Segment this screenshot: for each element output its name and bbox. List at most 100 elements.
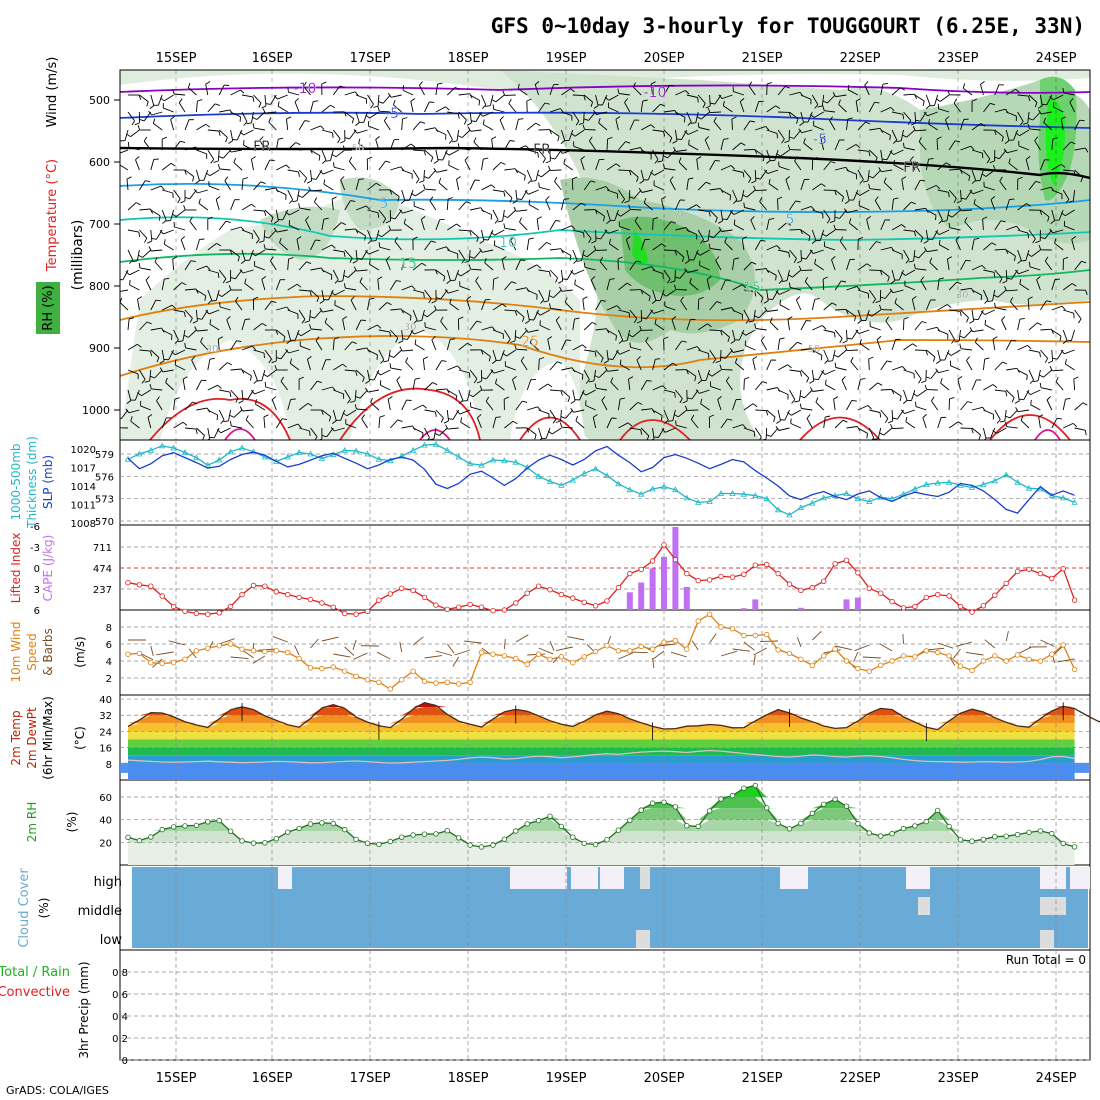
temp-tick: 32 [99, 711, 112, 722]
wind-barb-flag [305, 216, 310, 221]
lifted-index-line-point [969, 609, 975, 615]
wind-barb [473, 249, 482, 259]
wind-barb-flag [980, 123, 986, 127]
wind-barb [302, 189, 311, 198]
wind-barb [517, 88, 528, 96]
rh-line-point [136, 837, 143, 844]
wind-barb-flag [386, 302, 392, 306]
rh-line-point [638, 807, 644, 813]
wind-barb [772, 289, 779, 300]
thickness-line-point [250, 448, 257, 455]
thickness-line-point [1014, 478, 1021, 485]
rh-tick: 60 [99, 793, 112, 804]
rh-line-point [513, 828, 519, 834]
wind-barb-flag [225, 280, 231, 284]
wind-speed-line-point [969, 667, 975, 674]
wind-barb-flag [1036, 276, 1041, 281]
wind-barb-flag [804, 276, 808, 282]
wind-barb-flag [948, 192, 950, 198]
wind-barb-flag [635, 260, 642, 263]
wind-barb [1072, 189, 1076, 201]
wind-barb-flag [628, 312, 631, 318]
wind-barb [823, 349, 829, 361]
wind-barb-flag [901, 134, 907, 138]
wind-barb [598, 122, 608, 131]
wind-speed-line-point [467, 679, 473, 685]
wind-barb [458, 342, 468, 351]
wind-barb-flag [285, 211, 290, 216]
wind-barb-flag [727, 418, 733, 421]
wind-barb-flag [776, 153, 781, 157]
wind-barb [831, 259, 836, 271]
thickness-line-point [181, 449, 189, 455]
wind-barb-flag [476, 237, 479, 243]
lifted-index-line-point [467, 601, 473, 608]
wind-barb-flag [830, 161, 836, 164]
wind-barb [377, 279, 380, 291]
wind-barb-flag [935, 230, 940, 235]
wind-barb-flag [313, 197, 318, 203]
wind-barb [650, 84, 654, 96]
wind-barb-flag [864, 81, 869, 86]
wind-barb [230, 111, 241, 118]
wind-barb-flag [603, 360, 609, 364]
wind-barb [583, 322, 593, 331]
wind-barb-flag [499, 116, 504, 121]
wind-barb [1008, 162, 1018, 171]
wind-barb-flag [768, 178, 771, 184]
wind-barb [990, 199, 996, 211]
wind-speed-line-point [296, 655, 302, 662]
wind-barb-flag [764, 169, 769, 174]
wind-barb [745, 345, 756, 351]
wind-barb [573, 269, 585, 275]
wind-barb-flag [707, 372, 713, 377]
wind-barb-flag [957, 376, 963, 380]
wind-barb [939, 229, 950, 236]
wind-barb-flag [994, 156, 1000, 160]
wind-barb-flag [875, 300, 881, 304]
thickness-line-point [945, 478, 953, 485]
wind-barb [824, 369, 836, 375]
wind-barb [224, 180, 231, 191]
wind-barb-flag [369, 259, 371, 265]
thickness-line-point [341, 446, 348, 453]
wind-barb [676, 424, 687, 429]
wind-barb [801, 408, 813, 411]
wind-barb [1017, 229, 1029, 234]
wind-barb-flag [204, 295, 207, 301]
wind-barb [196, 407, 208, 411]
wind-barb [305, 219, 311, 231]
wind-barb-flag [947, 256, 952, 260]
wind-barb-flag [501, 303, 507, 308]
wind-barb-flag [705, 105, 711, 109]
wind-speed-line-point [741, 632, 747, 639]
wind-barb [983, 269, 995, 273]
rh-line-point [387, 838, 393, 845]
bottom-date-tick: 15SEP [156, 1071, 197, 1086]
wind-barb [120, 302, 129, 311]
wind-barb [960, 287, 972, 291]
wind-barb-flag [332, 420, 337, 424]
pressure-tick-label: 1000 [82, 404, 110, 417]
wind-barb-flag [974, 237, 980, 240]
wind-barb-flag [448, 418, 454, 420]
wind-barb [629, 147, 641, 151]
wind-barb [869, 409, 881, 413]
lifted-index-line-point [387, 591, 393, 597]
wind-barb-flag [844, 345, 848, 351]
lifted-index-line-point [524, 590, 530, 596]
wind-barb-flag [365, 380, 370, 384]
wind-barb [876, 339, 882, 351]
wind-barb-flag [423, 176, 429, 179]
wind-barb-flag [632, 82, 636, 88]
wind-barb-flag [731, 116, 737, 120]
wind-barb-flag [225, 137, 228, 143]
wind-barb-flag [593, 105, 599, 109]
wind-barb [383, 120, 391, 131]
wind-barb-flag [189, 216, 193, 222]
wind-barb-flag [562, 278, 568, 280]
wind-barb [218, 269, 227, 280]
wind-barb-flag [1034, 102, 1038, 108]
wind-barb-flag [695, 389, 700, 394]
wind-barb [469, 229, 479, 238]
